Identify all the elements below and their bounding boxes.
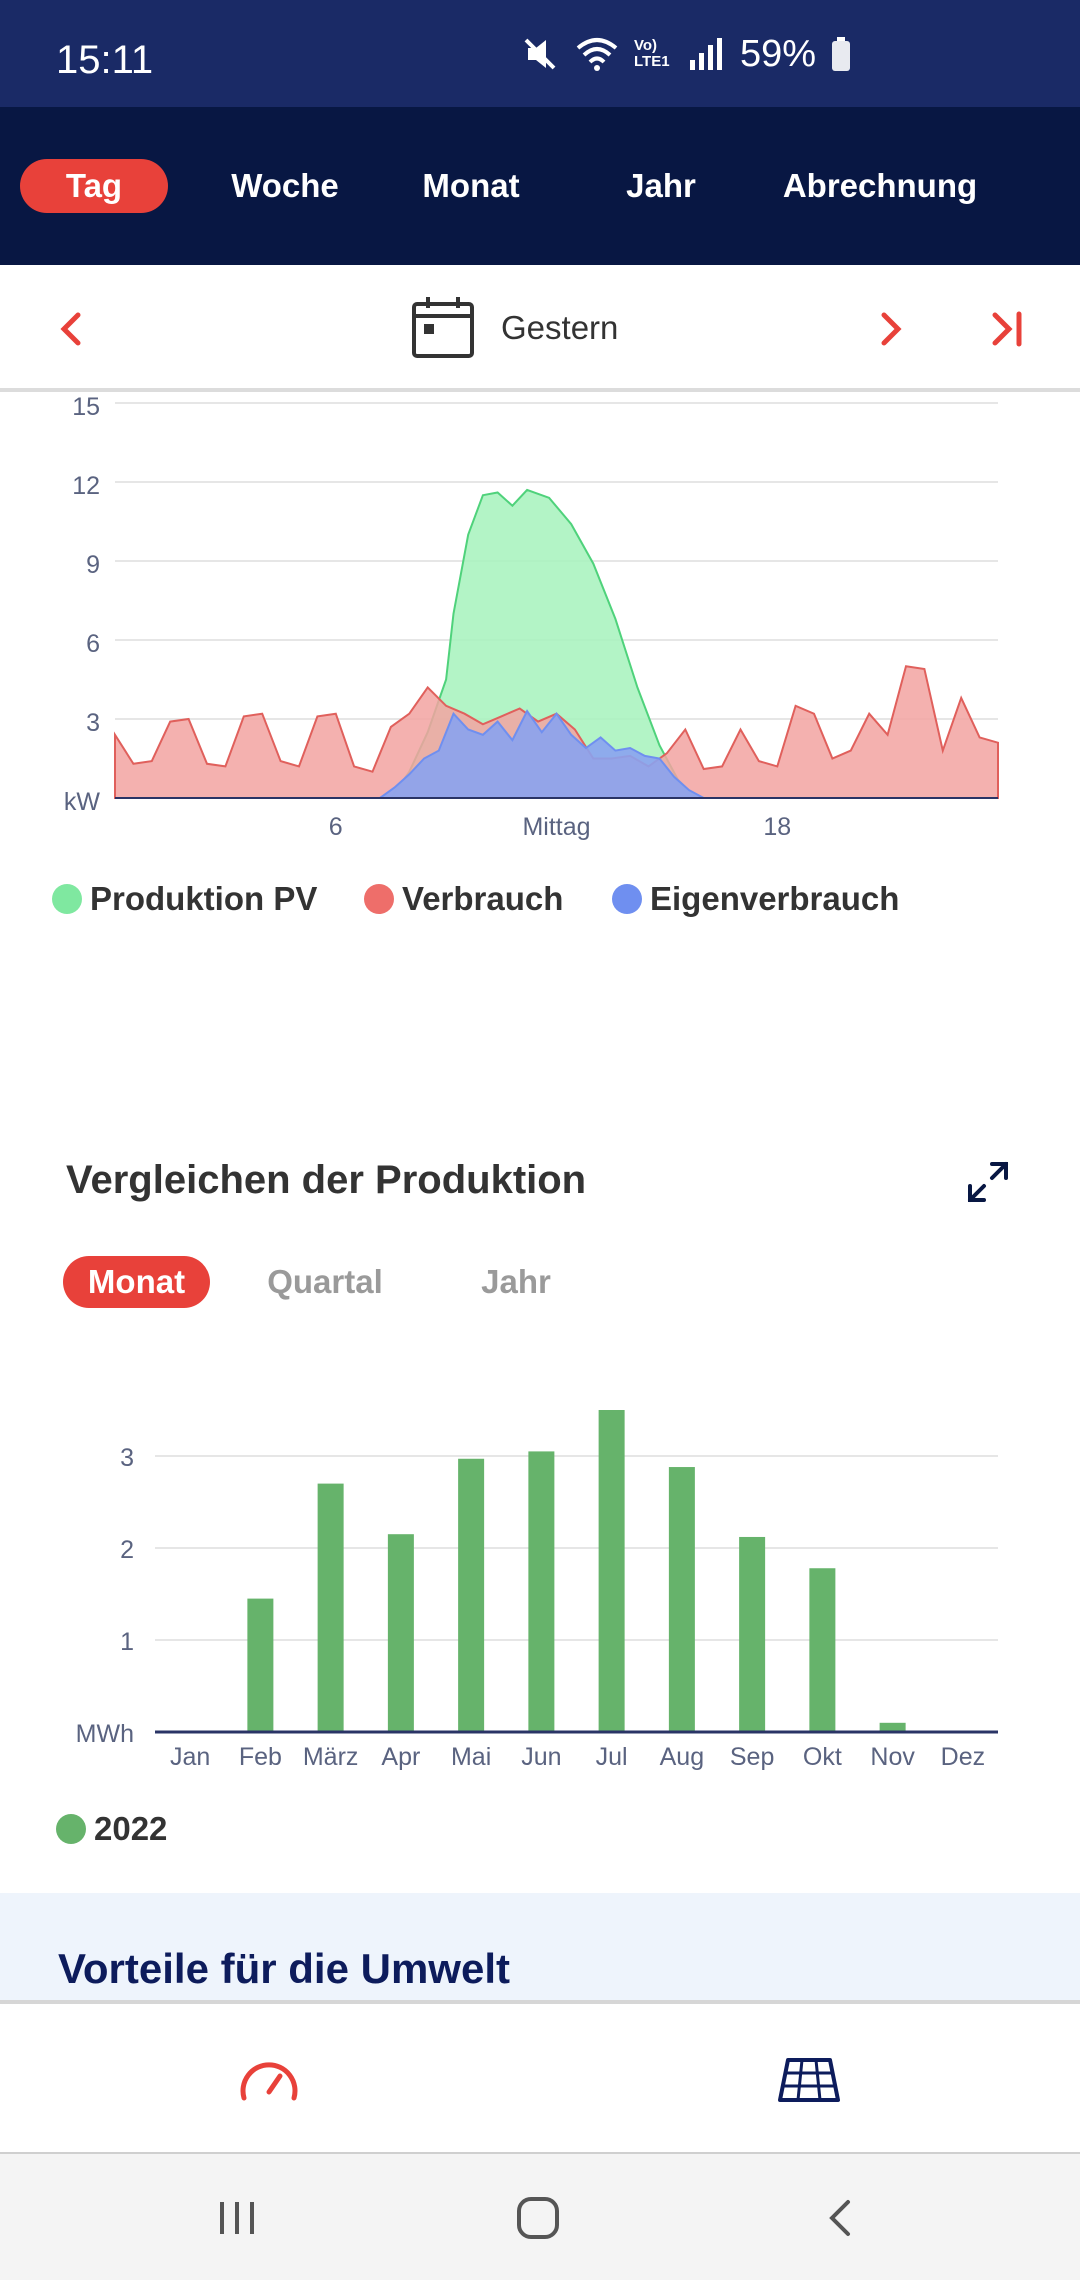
x-tick-label: Jul [596, 1743, 628, 1771]
legend-marker [364, 884, 394, 914]
tab-jahr[interactable]: Jahr [626, 167, 696, 204]
legend-marker [52, 884, 82, 914]
y-tick-label: 15 [72, 393, 100, 421]
bar-jun [528, 1451, 555, 1732]
y-tick-label: 1 [120, 1628, 134, 1656]
y-tick-label: MWh [76, 1720, 134, 1748]
expand-icon[interactable] [966, 1160, 1010, 1204]
bar-jul [598, 1410, 625, 1732]
bar-okt [809, 1568, 836, 1732]
bar-mai [458, 1458, 485, 1732]
tab-abrechnung[interactable]: Abrechnung [782, 167, 978, 204]
daily-power-chart: 15 12 9 6 3 kW 6 Mittag 18 [64, 393, 999, 841]
x-tick-label: 18 [763, 813, 791, 841]
legend-produktion-pv: Produktion PV [52, 880, 317, 918]
bar-feb [247, 1598, 274, 1732]
y-tick-label: 2 [120, 1536, 134, 1564]
home-icon[interactable] [514, 2194, 562, 2242]
x-tick-label: Okt [803, 1743, 842, 1771]
battery-icon [832, 37, 851, 71]
environment-section: Vorteile für die Umwelt [0, 1893, 1080, 2003]
wifi-icon [576, 38, 618, 71]
x-tick-label: Feb [239, 1743, 282, 1771]
recent-apps-icon[interactable] [214, 2196, 260, 2240]
date-label[interactable]: Gestern [501, 309, 619, 346]
x-tick-label: Mittag [522, 813, 590, 841]
network-type-label: Vo) LTE1 [634, 37, 670, 70]
x-tick-label: Jun [521, 1743, 561, 1771]
status-bar: 15:11 Vo) LTE1 59% [0, 0, 1080, 107]
y-tick-label: 3 [120, 1444, 134, 1472]
area-eigenverbrauch [115, 709, 998, 799]
battery-percentage: 59% [740, 32, 817, 75]
y-tick-label: 9 [86, 551, 100, 579]
y-tick-label: 3 [86, 709, 100, 737]
bar-apr [387, 1534, 414, 1732]
calendar-icon[interactable] [410, 294, 476, 360]
section-title: Vergleichen der Produktion [66, 1158, 587, 1202]
mute-icon [524, 38, 556, 70]
pill-quartal[interactable]: Quartal [267, 1263, 383, 1300]
bar-nov [879, 1722, 906, 1732]
y-tick-label: 12 [72, 472, 100, 500]
tab-tag[interactable]: Tag [20, 159, 168, 213]
solar-panel-icon[interactable] [776, 2056, 842, 2106]
legend-marker [56, 1814, 86, 1844]
tab-woche[interactable]: Woche [231, 167, 339, 204]
x-tick-label: März [303, 1743, 359, 1771]
legend-label: 2022 [94, 1810, 168, 1847]
status-icons: Vo) LTE1 59% [520, 32, 852, 75]
legend-verbrauch: Verbrauch [364, 880, 563, 918]
x-tick-label: Sep [730, 1743, 774, 1771]
bar-aug [668, 1467, 695, 1732]
chevron-left-icon[interactable] [52, 307, 92, 351]
x-tick-label: Apr [381, 1743, 420, 1771]
legend-label: Produktion PV [90, 880, 318, 917]
legend-label: Eigenverbrauch [650, 880, 900, 917]
legend-eigenverbrauch: Eigenverbrauch [612, 880, 899, 918]
legend-label: Verbrauch [402, 880, 564, 917]
monthly-production-chart: 3 2 1 MWh Jan Feb März Apr Mai Jun Jul Aug Sep Okt Nov… [76, 1410, 998, 1771]
status-time: 15:11 [56, 38, 154, 82]
x-tick-label: 6 [329, 813, 343, 841]
x-tick-label: Aug [660, 1743, 704, 1771]
pill-jahr[interactable]: Jahr [481, 1263, 551, 1300]
bar-sep [739, 1536, 766, 1732]
date-navigator: Gestern [0, 265, 1080, 392]
period-tabs: Tag Woche Monat Jahr Abrechnung [0, 107, 1080, 265]
signal-icon [690, 38, 722, 70]
bottom-tab-bar [0, 2000, 1080, 2152]
environment-title: Vorteile für die Umwelt [58, 1945, 510, 1992]
bar-märz [317, 1483, 344, 1732]
legend-marker [612, 884, 642, 914]
x-tick-label: Jan [170, 1743, 210, 1771]
system-navigation-bar [0, 2152, 1080, 2280]
back-icon[interactable] [820, 2196, 860, 2240]
tab-monat[interactable]: Monat [422, 167, 520, 204]
x-tick-label: Dez [941, 1743, 985, 1771]
y-tick-label: kW [64, 788, 101, 816]
skip-to-end-icon[interactable] [985, 307, 1029, 351]
x-tick-label: Mai [451, 1743, 491, 1771]
speedometer-icon[interactable] [236, 2048, 302, 2104]
x-tick-label: Nov [870, 1743, 915, 1771]
chevron-right-icon[interactable] [870, 307, 910, 351]
y-tick-label: 6 [86, 630, 100, 658]
legend-2022: 2022 [56, 1810, 167, 1848]
pill-monat[interactable]: Monat [63, 1256, 210, 1308]
